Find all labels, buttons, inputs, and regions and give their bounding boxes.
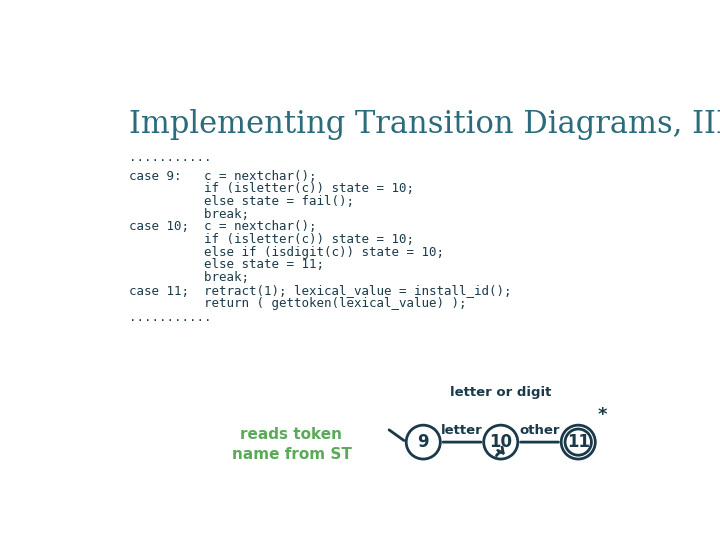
Text: case 10;  c = nextchar();: case 10; c = nextchar();	[129, 220, 316, 233]
Text: ...........: ...........	[129, 151, 211, 164]
Text: case 11;  retract(1); lexical_value = install_id();: case 11; retract(1); lexical_value = ins…	[129, 284, 511, 297]
Text: ...........: ...........	[129, 311, 211, 324]
Text: letter or digit: letter or digit	[450, 386, 552, 399]
Text: 9: 9	[418, 433, 429, 451]
Text: else state = 11;: else state = 11;	[129, 259, 324, 272]
Text: reads token
name from ST: reads token name from ST	[232, 427, 351, 462]
Text: if (isletter(c)) state = 10;: if (isletter(c)) state = 10;	[129, 182, 414, 195]
Text: 11: 11	[567, 433, 590, 451]
Text: other: other	[519, 424, 559, 437]
Text: else state = fail();: else state = fail();	[129, 195, 354, 208]
Text: *: *	[598, 407, 607, 424]
Text: break;: break;	[129, 208, 248, 221]
Text: letter: letter	[441, 424, 483, 437]
Text: break;: break;	[129, 271, 248, 284]
Text: case 9:   c = nextchar();: case 9: c = nextchar();	[129, 170, 316, 183]
Text: Implementing Transition Diagrams, III: Implementing Transition Diagrams, III	[129, 110, 720, 140]
Text: if (isletter(c)) state = 10;: if (isletter(c)) state = 10;	[129, 233, 414, 246]
Text: else if (isdigit(c)) state = 10;: else if (isdigit(c)) state = 10;	[129, 246, 444, 259]
Text: return ( gettoken(lexical_value) );: return ( gettoken(lexical_value) );	[129, 296, 467, 309]
Text: 10: 10	[490, 433, 512, 451]
